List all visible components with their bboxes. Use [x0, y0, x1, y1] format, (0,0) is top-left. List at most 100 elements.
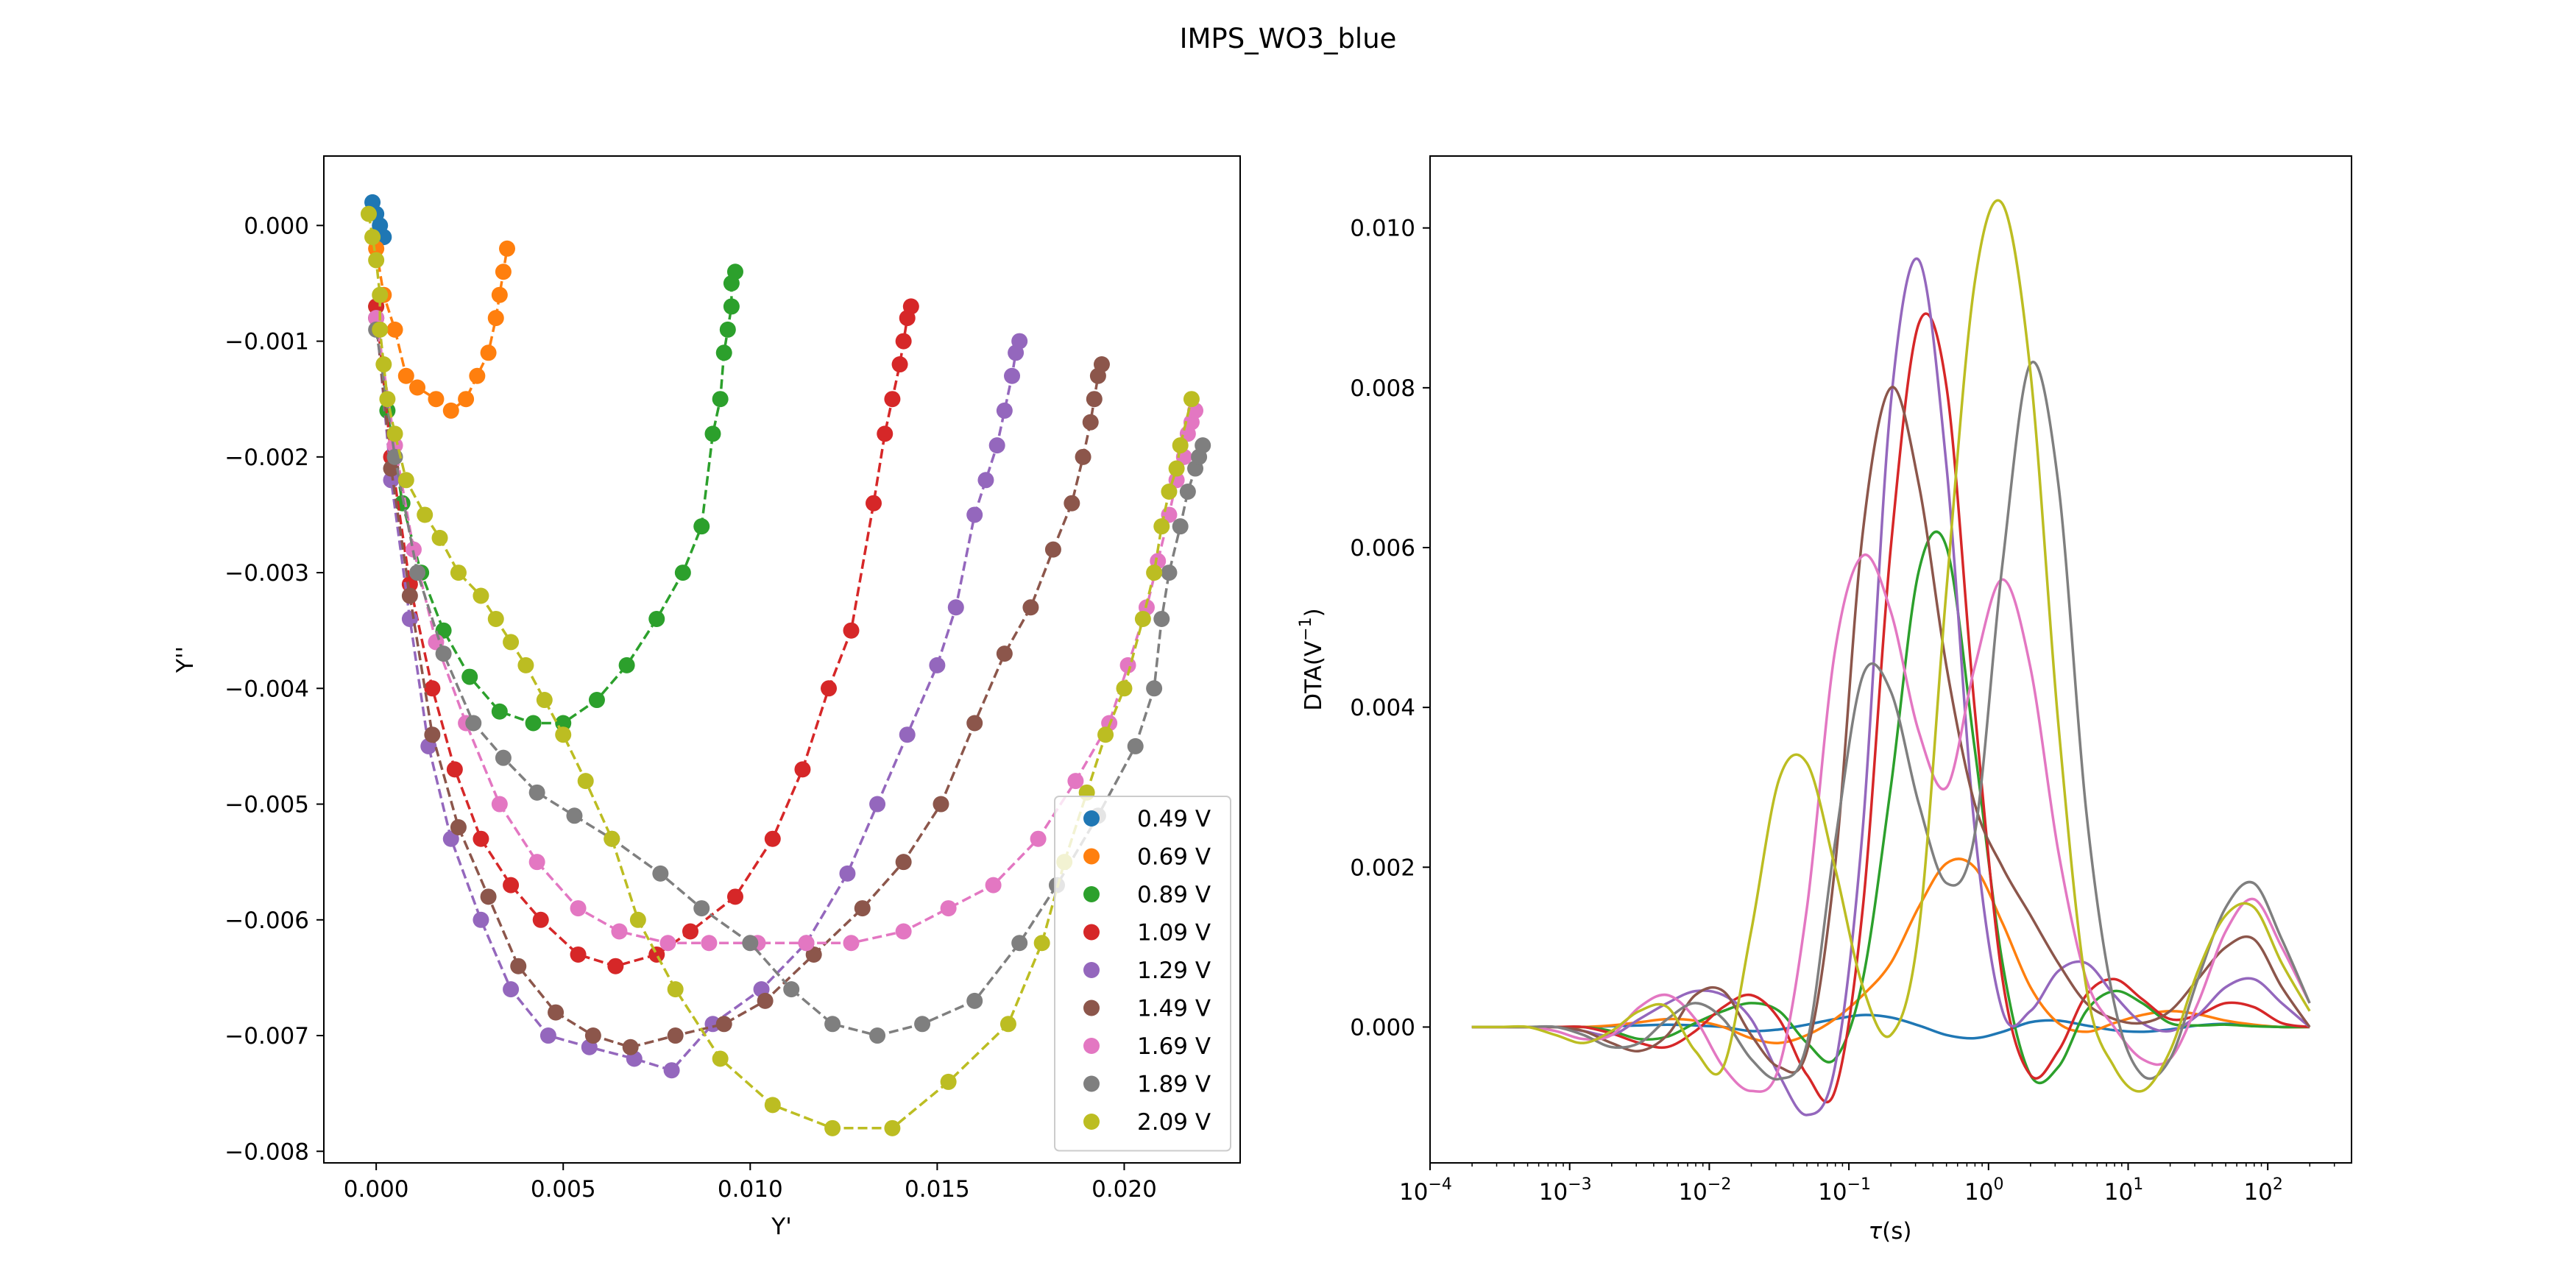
data-point — [712, 1050, 729, 1067]
data-point — [1153, 610, 1170, 627]
data-point — [405, 541, 422, 558]
legend-marker — [1083, 1038, 1100, 1054]
data-point — [1172, 437, 1189, 454]
data-point — [701, 935, 718, 952]
legend: 0.49 V 0.69 V 0.89 V 1.09 V 1.29 V 1.49 V 1.69… — [1054, 796, 1231, 1152]
data-point — [966, 992, 983, 1009]
data-point — [977, 472, 994, 489]
right-y-tick-label: 0.004 — [1350, 695, 1415, 721]
data-point — [891, 356, 908, 373]
left-x-tick-label: 0.020 — [1091, 1176, 1157, 1203]
data-point — [757, 992, 774, 1009]
data-point — [435, 622, 452, 639]
data-point — [895, 923, 912, 940]
data-point — [1030, 830, 1047, 847]
data-point — [663, 1062, 680, 1079]
data-point — [491, 703, 508, 720]
right-y-tick-label: 0.006 — [1350, 535, 1415, 562]
left-y-tick-label: −0.007 — [224, 1023, 309, 1050]
left-plot-frame — [323, 155, 1241, 1164]
legend-marker — [1083, 1075, 1100, 1092]
data-point — [839, 865, 856, 882]
data-point — [798, 935, 815, 952]
left-series — [368, 263, 743, 732]
data-point — [929, 657, 946, 673]
data-point — [372, 321, 389, 338]
left-series — [368, 321, 1211, 1044]
data-point — [805, 946, 822, 963]
data-point — [1064, 495, 1080, 512]
legend-label: 0.49 V — [1137, 806, 1211, 832]
data-point — [1179, 484, 1196, 500]
data-point — [397, 367, 414, 384]
data-point — [375, 356, 392, 373]
left-y-tick-label: −0.004 — [224, 676, 309, 702]
data-point — [966, 506, 983, 523]
data-point — [424, 726, 441, 743]
data-point — [1011, 935, 1028, 952]
data-point — [1093, 356, 1110, 373]
right-x-tick-label: 102 — [2243, 1175, 2282, 1206]
dta-series-line — [1471, 199, 2311, 1093]
data-point — [884, 1119, 901, 1136]
data-point — [715, 1016, 732, 1033]
data-point — [1153, 518, 1170, 535]
data-point — [622, 1038, 639, 1055]
left-x-tick-label: 0.005 — [531, 1176, 596, 1203]
data-point — [704, 1016, 721, 1033]
data-point — [843, 622, 860, 639]
data-point — [1127, 737, 1144, 754]
data-point — [854, 900, 871, 917]
data-point — [1161, 565, 1178, 581]
data-point — [999, 1016, 1016, 1033]
data-point — [1183, 391, 1200, 408]
data-point — [428, 391, 445, 408]
data-point — [988, 437, 1005, 454]
dta-series-line — [1471, 361, 2311, 1081]
data-point — [869, 796, 886, 813]
data-point — [843, 935, 860, 952]
data-point — [446, 761, 463, 778]
data-point — [570, 900, 587, 917]
data-point — [869, 1027, 886, 1044]
admittance-plot: 0.000 0.005 0.010 0.015 0.020 0.000 −0.001 −0.0… — [172, 155, 1241, 1240]
data-point — [742, 935, 759, 952]
data-point — [877, 425, 894, 442]
data-point — [947, 599, 964, 616]
legend-marker — [1083, 848, 1100, 865]
data-point — [704, 425, 721, 442]
data-point — [966, 715, 983, 732]
left-x-tick-label: 0.000 — [344, 1176, 409, 1203]
data-point — [450, 819, 467, 835]
legend-label: 1.29 V — [1137, 958, 1211, 984]
left-y-tick-label: −0.006 — [224, 907, 309, 934]
data-point — [1146, 680, 1163, 697]
data-point — [764, 830, 781, 847]
data-point — [1195, 437, 1211, 454]
data-point — [611, 923, 628, 940]
data-point — [503, 877, 520, 894]
data-point — [442, 830, 459, 847]
data-point — [383, 472, 400, 489]
data-point — [726, 888, 743, 905]
data-point — [1097, 726, 1114, 743]
data-point — [895, 333, 912, 350]
data-point — [618, 657, 635, 673]
legend-label: 1.69 V — [1137, 1033, 1211, 1060]
data-point — [866, 495, 882, 512]
data-point — [379, 391, 396, 408]
data-point — [584, 1027, 601, 1044]
data-point — [1044, 541, 1061, 558]
data-point — [375, 229, 392, 246]
data-point — [473, 587, 489, 604]
left-series — [368, 310, 1204, 952]
legend-label: 1.49 V — [1137, 996, 1211, 1022]
left-series — [368, 240, 515, 419]
data-point — [397, 472, 414, 489]
data-point — [659, 935, 676, 952]
legend-marker — [1083, 924, 1100, 941]
right-y-tick-label: 0.002 — [1350, 854, 1415, 881]
data-point — [536, 692, 553, 709]
data-point — [409, 565, 426, 581]
